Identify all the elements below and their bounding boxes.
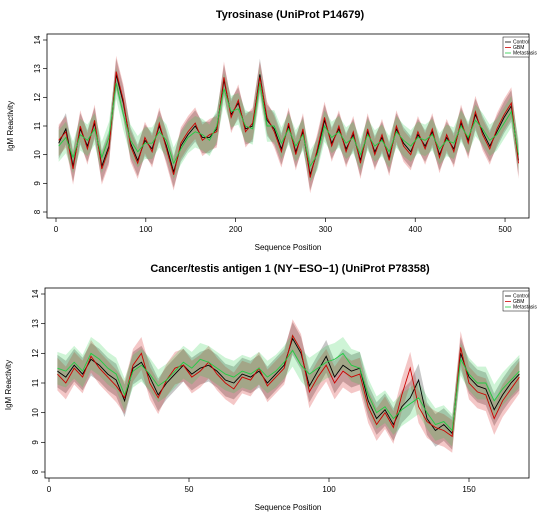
legend-label-gbm: GBM	[513, 45, 524, 51]
band-metastasis	[57, 334, 520, 447]
y-tick-label: 13	[31, 319, 40, 328]
y-tick-label: 13	[33, 64, 42, 73]
x-axis-label: Sequence Position	[255, 243, 322, 252]
y-tick-label: 8	[33, 209, 42, 214]
x-tick-label: 0	[47, 485, 52, 494]
chart-title: Tyrosinase (UniProt P14679)	[216, 9, 365, 21]
y-axis: 8 9 10 11 12 13 14	[33, 35, 47, 214]
series-line-gbm	[58, 71, 519, 178]
y-tick-label: 10	[31, 408, 40, 417]
x-tick-label: 200	[229, 225, 243, 234]
legend-label-gbm: GBM	[513, 299, 524, 305]
y-tick-label: 11	[31, 378, 40, 387]
y-axis: 8 9 10 11 12 13 14	[31, 289, 45, 474]
series-line-gbm	[57, 334, 520, 438]
x-axis: 0 50 100 150	[47, 478, 476, 494]
x-tick-label: 400	[409, 225, 423, 234]
x-tick-label: 100	[139, 225, 153, 234]
chart-title: Cancer/testis antigen 1 (NY−ESO−1) (UniP…	[150, 263, 430, 275]
x-axis: 0 100 200 300 400 500	[54, 218, 512, 234]
y-axis-label: IgM Reactivity	[6, 101, 15, 151]
y-axis-label: IgM Reactivity	[4, 360, 13, 410]
x-tick-label: 300	[319, 225, 333, 234]
x-tick-label: 50	[185, 485, 194, 494]
y-tick-label: 14	[31, 289, 40, 298]
series-line-metastasis	[57, 349, 520, 432]
y-tick-label: 12	[31, 348, 40, 357]
y-tick-label: 9	[33, 181, 42, 186]
y-tick-label: 12	[33, 92, 42, 101]
band-gbm	[57, 319, 520, 453]
y-tick-label: 14	[33, 35, 42, 44]
legend-label-control: Control	[513, 40, 529, 46]
series-line-metastasis	[58, 82, 519, 168]
legend-label-control: Control	[513, 294, 529, 300]
x-tick-label: 150	[462, 485, 476, 494]
legend-label-metastasis: Metastasis	[513, 305, 537, 311]
y-tick-label: 11	[33, 121, 42, 130]
legend-label-metastasis: Metastasis	[513, 51, 537, 57]
x-tick-label: 100	[322, 485, 336, 494]
y-tick-label: 9	[31, 440, 40, 445]
x-axis-label: Sequence Position	[255, 503, 322, 512]
x-tick-label: 0	[54, 225, 59, 234]
series-lines	[58, 71, 519, 178]
series-bands	[57, 319, 520, 453]
chart-panel-ny-eso-1: Cancer/testis antigen 1 (NY−ESO−1) (UniP…	[4, 263, 537, 512]
band-control	[57, 322, 520, 450]
x-tick-label: 500	[498, 225, 512, 234]
y-tick-label: 10	[33, 150, 42, 159]
y-tick-label: 8	[31, 469, 40, 474]
chart-panel-tyrosinase: Tyrosinase (UniProt P14679) 0 100 200 300 40…	[6, 9, 537, 252]
series-lines	[57, 334, 520, 438]
